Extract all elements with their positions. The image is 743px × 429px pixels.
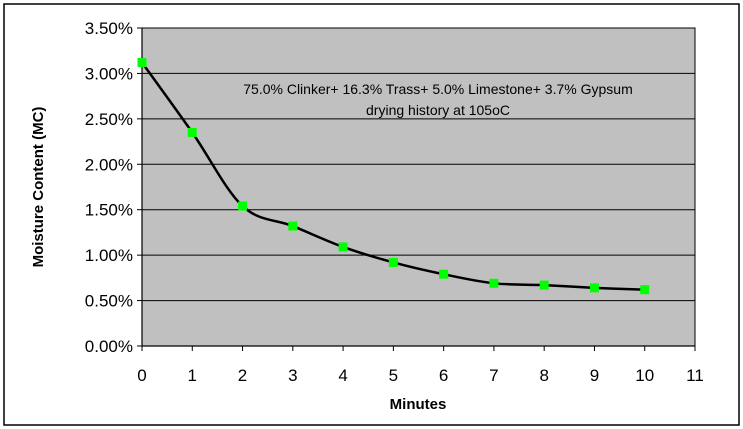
x-tick-label: 0 xyxy=(137,366,146,385)
axes xyxy=(137,27,696,351)
y-tick-label: 1.50% xyxy=(85,201,133,220)
x-tick-label: 6 xyxy=(439,366,448,385)
x-tick-label: 9 xyxy=(590,366,599,385)
data-point xyxy=(589,283,599,293)
y-axis-title: Moisture Content (MC) xyxy=(30,107,47,268)
data-point xyxy=(489,278,499,288)
series-line xyxy=(140,61,645,291)
annotation-line-1: 75.0% Clinker+ 16.3% Trass+ 5.0% Limesto… xyxy=(243,81,632,97)
y-tick-label: 2.50% xyxy=(85,110,133,129)
y-tick-label: 1.00% xyxy=(85,246,133,265)
x-tick-label: 1 xyxy=(188,366,197,385)
gridlines xyxy=(142,72,695,302)
x-tick-label: 5 xyxy=(389,366,398,385)
x-tick-label: 2 xyxy=(238,366,247,385)
data-point xyxy=(388,257,398,267)
y-tick-label: 0.00% xyxy=(85,337,133,356)
data-point xyxy=(338,242,348,252)
tick-labels: 0.00% 0.50% 1.00% 1.50% 2.00% 2.50% 3.00% 3.50%… xyxy=(85,19,704,385)
data-point xyxy=(539,280,549,290)
y-tick-label: 3.50% xyxy=(85,19,133,38)
x-tick-label: 3 xyxy=(288,366,297,385)
y-tick-label: 2.00% xyxy=(85,155,133,174)
data-point xyxy=(238,201,248,211)
x-tick-label: 8 xyxy=(539,366,548,385)
x-axis-title: Minutes xyxy=(390,396,447,413)
data-point xyxy=(288,221,298,231)
plot-area xyxy=(141,27,696,347)
x-tick-label: 10 xyxy=(635,366,654,385)
data-point xyxy=(137,58,147,68)
series xyxy=(137,58,650,295)
annotation-line-2: drying history at 105oC xyxy=(366,102,510,118)
data-point xyxy=(439,269,449,279)
y-tick-label: 3.00% xyxy=(85,64,133,83)
x-tick-label: 7 xyxy=(489,366,498,385)
data-point xyxy=(187,127,197,137)
x-tick-label: 4 xyxy=(338,366,347,385)
y-tick-label: 0.50% xyxy=(85,292,133,311)
x-tick-label: 11 xyxy=(686,366,704,385)
data-point xyxy=(640,285,650,295)
